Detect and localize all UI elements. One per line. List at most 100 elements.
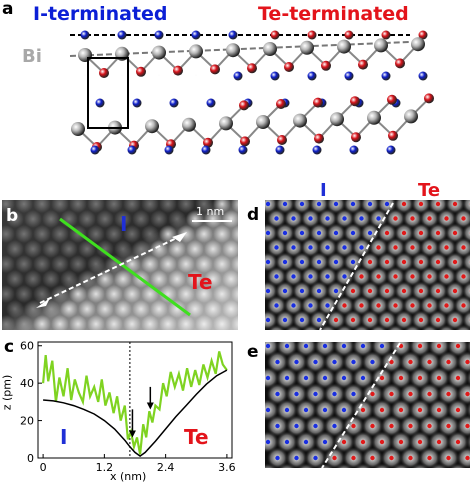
crystal-structure-diagram [69,30,434,155]
fit-profile-line [43,369,228,458]
bismuth-atom [367,110,381,125]
tellurium-atom [270,30,280,40]
iodine-atom [386,145,396,155]
iodine-atom [206,98,216,108]
x-tick-label: 0 [40,461,47,474]
bismuth-atom [71,122,85,136]
iodine-atom [228,30,238,40]
iodine-atom [418,71,428,81]
bismuth-atom [411,37,425,52]
tellurium-atom [277,135,287,145]
bi-label: Bi [22,46,42,67]
panel-a-label: a [2,0,14,19]
tellurium-atom [387,94,397,105]
feature-arrow [146,386,154,410]
tellurium-atom [388,130,398,141]
iodine-atom [275,145,285,155]
iodine-atom [169,98,179,108]
x-tick-label: 3.6 [218,461,236,474]
iodine-atom [127,145,137,155]
measured-profile-line [42,351,228,455]
tellurium-atom [358,59,368,70]
panel-c-label: c [4,337,15,357]
bismuth-atom [189,44,203,59]
bismuth-atom [337,39,351,54]
tellurium-atom [307,30,317,40]
y-axis-label: z (pm) [0,374,14,411]
iodine-atom [312,145,322,155]
panel-e-label: e [247,342,259,362]
tellurium-atom [210,64,220,75]
tellurium-atom [351,132,361,143]
iodine-atom [132,98,142,108]
y-tick-label: 20 [20,415,34,428]
bismuth-atom [404,109,418,124]
feature-arrow [128,409,136,438]
panel-d-te-label: Te [418,180,441,201]
bismuth-atom [219,116,233,131]
tellurium-atom [203,137,213,148]
tellurium-atom [239,100,249,111]
tellurium-atom [99,68,109,78]
tellurium-atom [313,97,323,108]
bismuth-atom [152,45,166,60]
tellurium-atom [344,30,354,40]
bismuth-atom [145,119,159,134]
bismuth-atom [182,117,196,132]
tellurium-atom [424,93,434,104]
tellurium-atom [276,99,286,109]
iodine-atom [307,71,317,81]
iodine-atom [344,71,354,81]
y-tick-label: 60 [20,340,34,353]
y-tick-label: 40 [20,377,34,390]
bismuth-atom [330,112,344,127]
iodine-atom [80,30,90,40]
iodine-atom [238,145,248,155]
panel-d-label: d [247,205,260,225]
tellurium-atom [173,65,183,76]
x-tick-label: 1.2 [96,461,114,474]
panel-c-i-label: I [60,425,68,449]
bismuth-atom [263,42,277,56]
iodine-atom [154,30,164,40]
tellurium-atom [284,62,294,72]
tellurium-atom [418,30,428,40]
iodine-atom [191,30,201,40]
x-axis-label: x (nm) [110,470,147,483]
tellurium-atom [350,96,360,107]
bismuth-atom [293,113,307,128]
iodine-atom [381,71,391,81]
iodine-atom [349,145,359,155]
iodine-atom [90,145,100,155]
tellurium-atom [136,66,146,77]
scalebar-label: 1 nm [196,205,225,218]
tellurium-atom [240,136,250,147]
bismuth-atom [226,43,240,58]
panel-b-label: b [6,206,19,226]
bismuth-atom [300,40,314,55]
tellurium-atom [381,30,391,40]
x-tick-label: 2.4 [157,461,175,474]
y-tick-label: 0 [27,452,34,465]
i-terminated-label: I-terminated [33,3,168,25]
bismuth-atom [374,38,388,53]
unit-cell-box [87,57,129,129]
iodine-atom [233,71,243,81]
iodine-atom [95,98,105,108]
tellurium-atom [321,60,331,71]
bismuth-atom [256,115,270,129]
te-terminated-label: Te-terminated [258,3,409,25]
panel-b-te-label: Te [188,270,213,294]
iodine-atom [164,145,174,155]
iodine-atom [117,30,127,40]
iodine-atom [270,71,280,81]
panel-d-i-label: I [320,180,327,201]
tellurium-atom [314,133,324,144]
tellurium-atom [395,58,405,69]
tellurium-atom [247,63,257,74]
panel-b-i-label: I [120,212,128,236]
panel-c-te-label: Te [184,425,209,449]
iodine-atom [201,145,211,155]
chart-frame [37,341,233,459]
